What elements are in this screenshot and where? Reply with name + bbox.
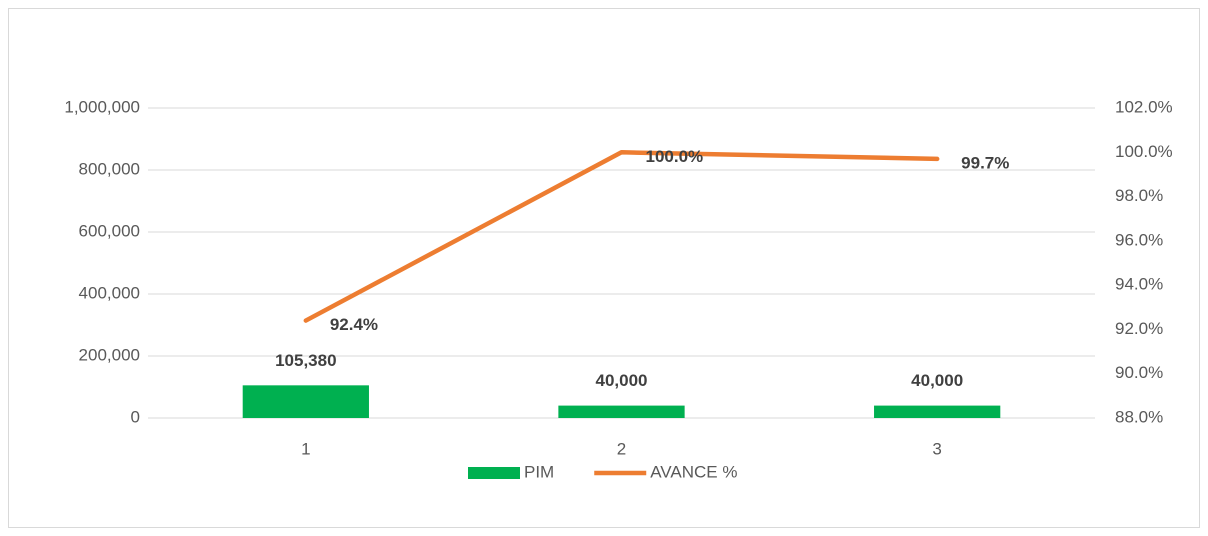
x-tick-label: 2: [617, 439, 626, 458]
y-tick-label: 400,000: [79, 283, 140, 302]
value-label: 105,380: [275, 351, 336, 370]
value-label: 99.7%: [961, 153, 1009, 172]
legend-swatch: [468, 467, 520, 479]
y2-tick-label: 94.0%: [1115, 275, 1163, 294]
y2-tick-label: 102.0%: [1115, 97, 1173, 116]
y2-tick-label: 90.0%: [1115, 363, 1163, 382]
value-label: 40,000: [911, 371, 963, 390]
value-label: 40,000: [596, 371, 648, 390]
y2-tick-label: 88.0%: [1115, 407, 1163, 426]
line: [303, 150, 940, 323]
y2-tick-label: 92.0%: [1115, 319, 1163, 338]
value-label: 100.0%: [646, 147, 704, 166]
bar: [874, 405, 1001, 418]
value-label: 92.4%: [330, 315, 378, 334]
bar: [558, 405, 685, 418]
y2-tick-label: 98.0%: [1115, 186, 1163, 205]
chart-border: [8, 8, 1200, 528]
y2-tick-label: 96.0%: [1115, 230, 1163, 249]
y-tick-label: 800,000: [79, 159, 140, 178]
bar: [242, 385, 369, 418]
y-tick-label: 200,000: [79, 345, 140, 364]
legend-label: AVANCE %: [650, 462, 737, 481]
x-tick-label: 1: [301, 439, 310, 458]
x-tick-label: 3: [932, 439, 941, 458]
y-tick-label: 600,000: [79, 221, 140, 240]
y-tick-label: 0: [131, 407, 140, 426]
y-tick-label: 1,000,000: [64, 97, 140, 116]
y2-tick-label: 100.0%: [1115, 142, 1173, 161]
legend-label: PIM: [524, 462, 554, 481]
